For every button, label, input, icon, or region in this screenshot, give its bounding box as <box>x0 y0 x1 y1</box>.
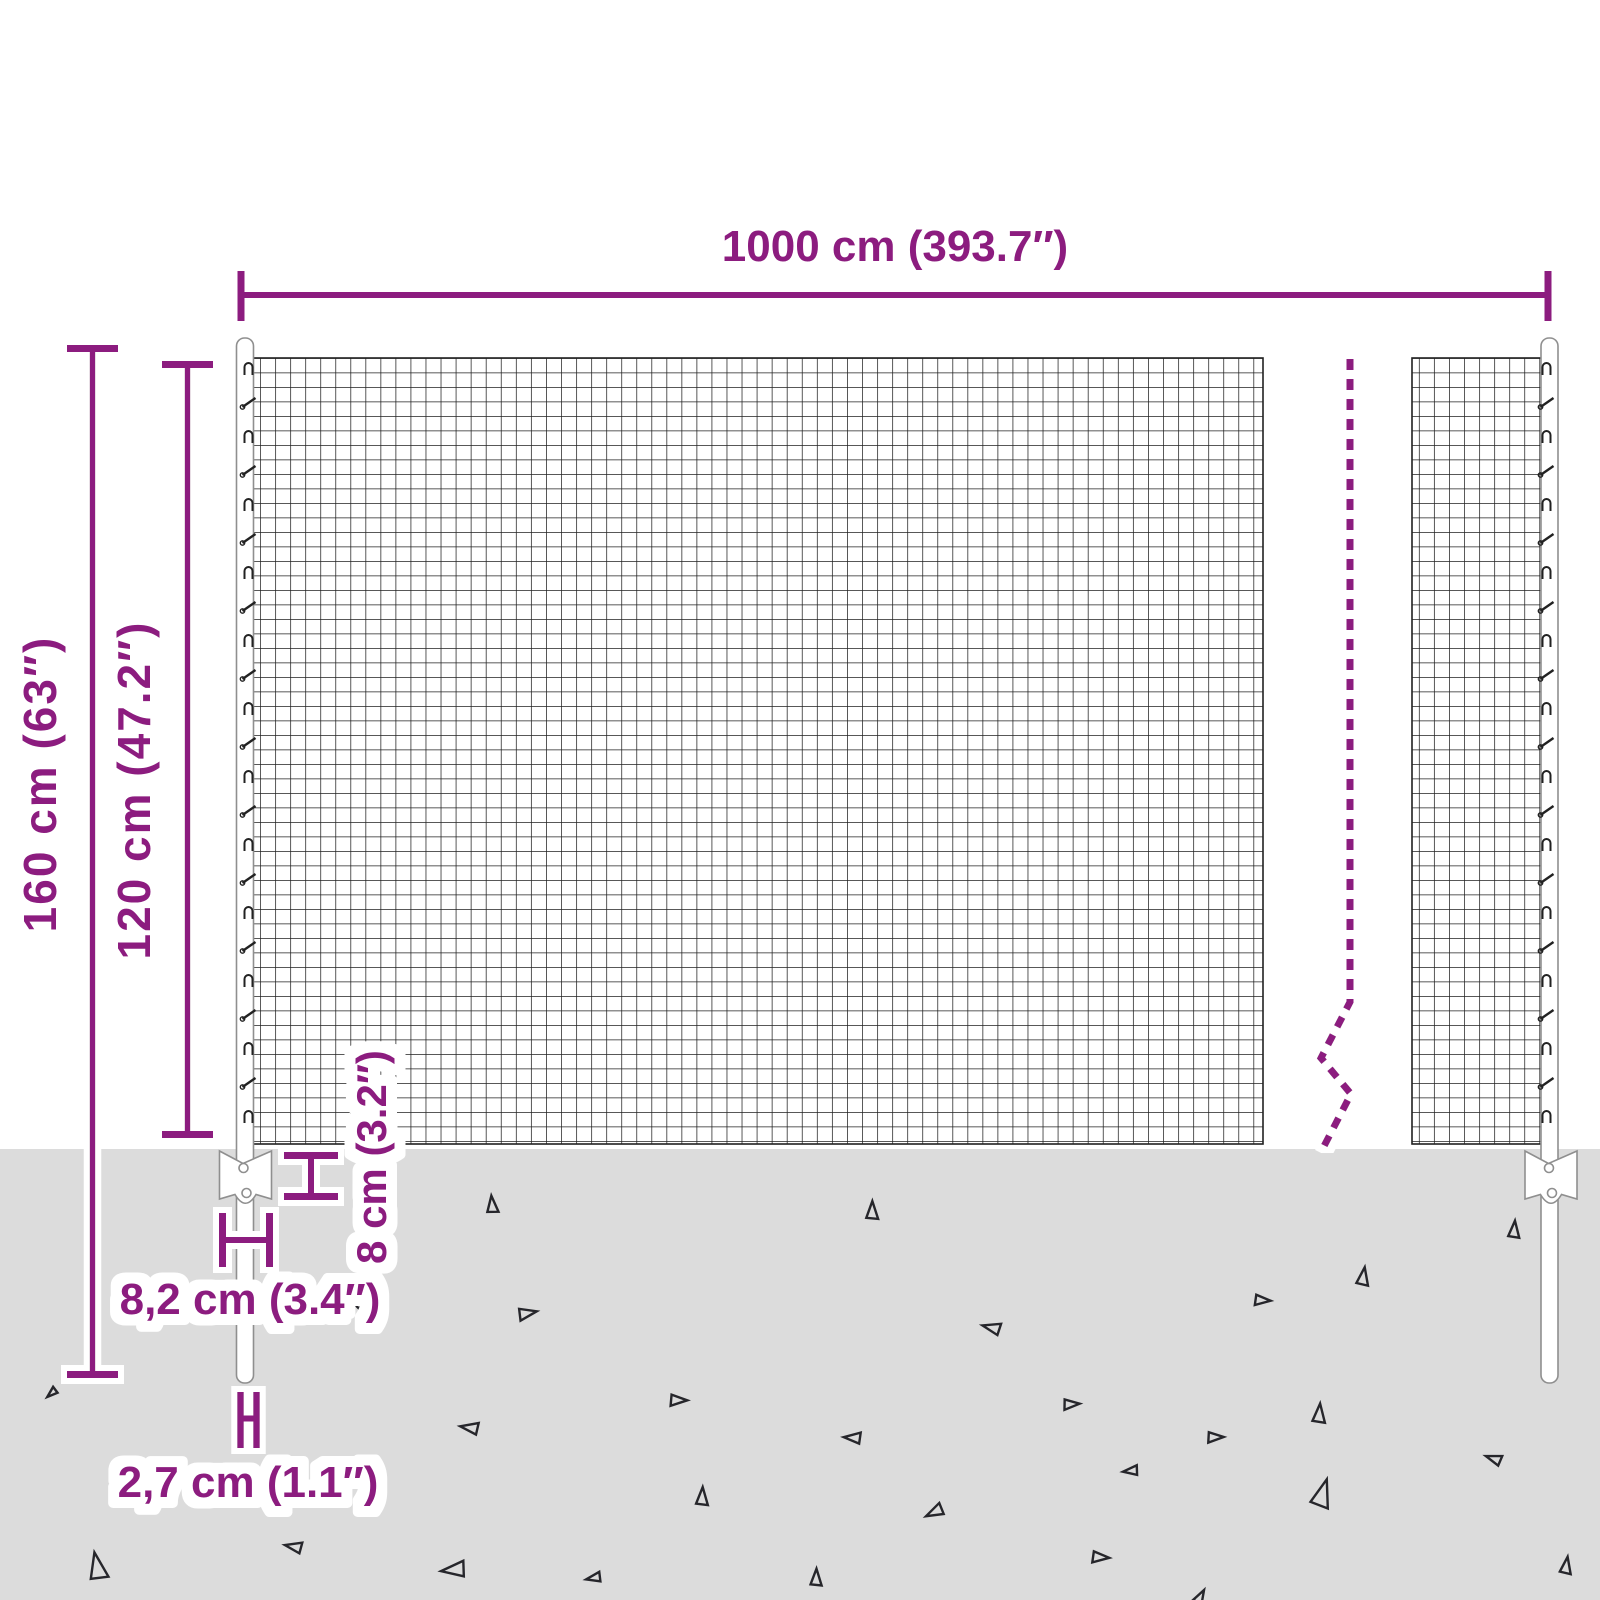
wire-hook-icon <box>1537 397 1555 410</box>
mesh-panel-main <box>244 357 1264 1145</box>
wire-hook-icon <box>239 1009 257 1022</box>
wire-hook-icon <box>1537 873 1555 886</box>
fence-post-left <box>235 337 255 1384</box>
debris-triangle <box>1482 1454 1505 1468</box>
wire-hook-icon <box>239 601 257 614</box>
dim-post-diameter: 2,7 cm (1.1″) <box>113 1392 383 1512</box>
wire-hook-icon <box>1537 1077 1555 1090</box>
dim-label-total-width: 1000 cm (393.7″) <box>722 222 1068 271</box>
debris-triangle <box>1063 1397 1084 1412</box>
wire-hook-icon <box>1537 1009 1555 1022</box>
wire-hook-icon <box>1537 533 1555 546</box>
wire-staple-icon <box>243 1042 254 1055</box>
debris-triangle <box>89 1548 111 1581</box>
wire-staple-icon <box>243 430 254 443</box>
debris-triangle <box>1558 1553 1573 1576</box>
debris-triangle <box>1206 1430 1228 1445</box>
dim-label-total-height: 160 cm (63″) <box>14 636 66 933</box>
wire-staple-icon <box>243 566 254 579</box>
debris-triangle <box>808 1565 824 1587</box>
wire-hook-icon <box>1537 669 1555 682</box>
wire-hook-icon <box>1537 737 1555 750</box>
wire-staple-icon <box>1541 566 1552 579</box>
mesh-panel-continuation <box>1411 357 1546 1145</box>
dim-label-anchor-depth: 8 cm (3.2″) <box>348 1050 395 1264</box>
debris-triangle <box>456 1421 481 1437</box>
debris-triangle <box>437 1558 466 1578</box>
debris-triangle <box>840 1431 863 1446</box>
debris-triangle <box>1308 1475 1330 1511</box>
wire-staple-icon <box>1541 1042 1552 1055</box>
dimension-annotations: 1000 cm (393.7″) 160 cm (63″) 120 cm (47… <box>9 217 1552 1512</box>
debris-triangle <box>1119 1463 1139 1477</box>
debris-triangle <box>281 1541 304 1556</box>
wire-hook-icon <box>239 1077 257 1090</box>
debris-triangle <box>517 1307 541 1323</box>
wire-staple-icon <box>1541 634 1552 647</box>
wire-hook-icon <box>1537 941 1555 954</box>
wire-staple-icon <box>1541 1110 1552 1123</box>
wire-staple-icon <box>243 498 254 511</box>
dim-anchor-plate-width: 8,2 cm (3.4″) <box>115 1213 385 1329</box>
wire-staple-icon <box>1541 430 1552 443</box>
post-wire-clips <box>239 362 1555 1123</box>
wire-staple-icon <box>1541 906 1552 919</box>
debris-triangle <box>1310 1399 1327 1425</box>
debris-triangle <box>1191 1586 1206 1600</box>
wire-staple-icon <box>243 770 254 783</box>
debris-triangle <box>922 1500 946 1518</box>
wire-hook-icon <box>239 669 257 682</box>
wire-hook-icon <box>239 805 257 818</box>
wire-hook-icon <box>1537 805 1555 818</box>
debris-triangle <box>44 1384 60 1400</box>
debris-triangle <box>1090 1549 1113 1564</box>
wire-staple-icon <box>1541 498 1552 511</box>
debris-triangle <box>1354 1263 1370 1288</box>
wire-staple-icon <box>243 362 254 375</box>
dim-anchor-depth: 8 cm (3.2″) <box>284 1045 400 1269</box>
continuation-dashed-line <box>1316 359 1356 1152</box>
wire-hook-icon <box>239 941 257 954</box>
wire-hook-icon <box>1537 465 1555 478</box>
debris-triangle <box>978 1322 1003 1337</box>
wire-staple-icon <box>243 1110 254 1123</box>
wire-staple-icon <box>243 906 254 919</box>
wire-hook-icon <box>239 873 257 886</box>
wire-hook-icon <box>1537 601 1555 614</box>
debris-triangle <box>864 1197 880 1221</box>
dim-label-post-diameter: 2,7 cm (1.1″) <box>118 1458 379 1507</box>
debris-triangle <box>349 1295 363 1315</box>
wire-hook-icon <box>239 397 257 410</box>
debris-triangle <box>669 1393 692 1408</box>
debris-triangle <box>1253 1293 1275 1307</box>
wire-staple-icon <box>1541 974 1552 987</box>
wire-staple-icon <box>1541 702 1552 715</box>
dim-total-height: 160 cm (63″) <box>9 345 118 1378</box>
dim-label-anchor-plate-width: 8,2 cm (3.4″) <box>120 1275 381 1324</box>
wire-staple-icon <box>243 838 254 851</box>
wire-staple-icon <box>1541 362 1552 375</box>
fence-post-right <box>1540 337 1559 1384</box>
wire-staple-icon <box>243 974 254 987</box>
wire-hook-icon <box>239 737 257 750</box>
dim-mesh-height: 120 cm (47.2″) <box>103 361 213 1138</box>
dim-label-mesh-height: 120 cm (47.2″) <box>108 621 160 960</box>
debris-triangle <box>1506 1217 1521 1240</box>
wire-hook-icon <box>239 533 257 546</box>
wire-staple-icon <box>1541 838 1552 851</box>
debris-triangle <box>485 1192 501 1214</box>
wire-staple-icon <box>243 702 254 715</box>
dim-total-width: 1000 cm (393.7″) <box>237 217 1552 321</box>
wire-hook-icon <box>239 465 257 478</box>
wire-staple-icon <box>1541 770 1552 783</box>
ground-debris <box>44 1192 1573 1600</box>
wire-staple-icon <box>243 634 254 647</box>
debris-triangle <box>582 1569 602 1583</box>
debris-triangle <box>694 1483 710 1507</box>
